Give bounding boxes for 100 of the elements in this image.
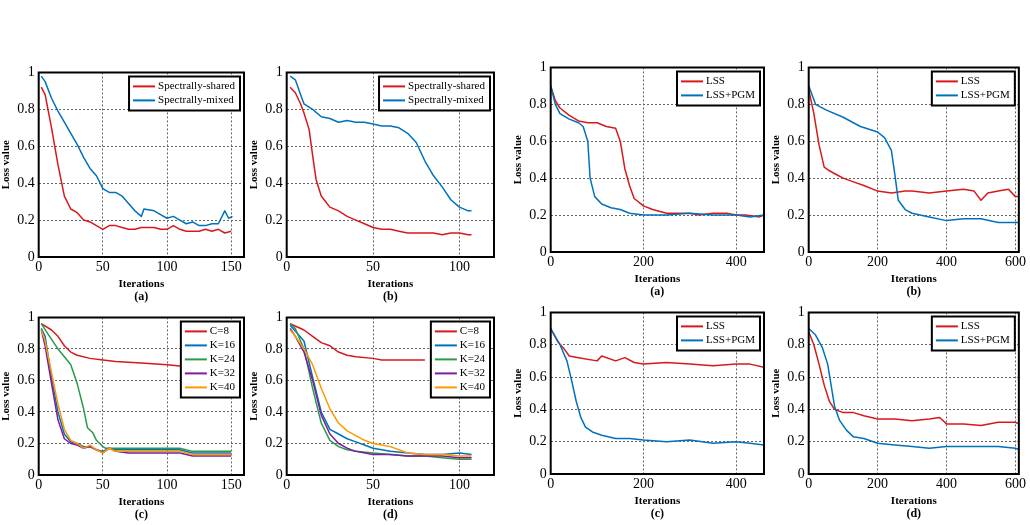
y-tick-label: 1 bbox=[539, 59, 547, 75]
y-tick-label: 0 bbox=[539, 465, 547, 481]
y-tick-label: 0 bbox=[275, 466, 283, 482]
y-tick-label: 0 bbox=[539, 243, 547, 259]
y-tick-label: 0.2 bbox=[529, 433, 547, 449]
y-axis-title: Loss value bbox=[769, 368, 782, 418]
y-axis-title: Loss value bbox=[769, 134, 782, 185]
y-tick-label: 1 bbox=[27, 64, 35, 80]
x-tick-label: 50 bbox=[95, 477, 110, 493]
y-tick-label: 0.2 bbox=[787, 433, 805, 449]
x-tick-label: 400 bbox=[725, 254, 747, 270]
text: (d) bbox=[906, 506, 922, 521]
y-axis-title: Loss value bbox=[247, 139, 260, 190]
x-axis-title: Iterations bbox=[367, 277, 414, 290]
y-tick-label: 0.8 bbox=[17, 340, 35, 356]
y-tick-label: 0.4 bbox=[265, 174, 283, 190]
text: (a) bbox=[134, 289, 149, 304]
x-tick-label: 150 bbox=[220, 477, 242, 493]
x-tick-label: 50 bbox=[366, 259, 381, 275]
y-tick-label: 1 bbox=[539, 304, 547, 320]
x-axis-title: Iterations bbox=[118, 495, 165, 508]
legend-label: C=8 bbox=[209, 324, 230, 337]
x-tick-label: 600 bbox=[1004, 254, 1026, 270]
y-tick-label: 1 bbox=[27, 309, 35, 325]
x-tick-label: 600 bbox=[1004, 476, 1026, 492]
legend-label: LSS+PGM bbox=[960, 88, 1011, 101]
y-tick-label: 0.6 bbox=[17, 137, 35, 153]
legend-label: LSS+PGM bbox=[706, 333, 756, 346]
legend-label: LSS bbox=[706, 74, 725, 87]
text: (c) bbox=[134, 507, 149, 522]
legend-label: LSS bbox=[960, 74, 980, 87]
y-tick-label: 0.6 bbox=[529, 132, 547, 148]
x-tick-label: 400 bbox=[936, 254, 957, 270]
x-axis-title: Iterations bbox=[634, 494, 681, 507]
y-axis-title: Loss value bbox=[511, 368, 524, 418]
y-tick-label: 0.8 bbox=[265, 340, 283, 356]
x-tick-label: 100 bbox=[448, 259, 470, 275]
x-axis-title: Iterations bbox=[890, 272, 938, 285]
legend-label: Spectrally-shared bbox=[158, 79, 236, 92]
text: (d) bbox=[383, 507, 398, 522]
legend-label: LSS+PGM bbox=[706, 88, 756, 101]
text: (c) bbox=[650, 506, 665, 521]
legend-label: K=32 bbox=[459, 366, 486, 379]
legend-label: K=32 bbox=[209, 366, 236, 379]
y-tick-label: 0.2 bbox=[17, 211, 35, 227]
x-tick-label: 100 bbox=[448, 477, 470, 493]
y-tick-label: 0.4 bbox=[17, 403, 35, 419]
y-tick-label: 0.4 bbox=[529, 401, 547, 417]
text: (a) bbox=[650, 284, 665, 299]
legend-label: Spectrally-mixed bbox=[408, 93, 485, 106]
y-axis-title: Loss value bbox=[0, 371, 12, 421]
y-tick-label: 0 bbox=[797, 465, 805, 481]
text: (b) bbox=[906, 284, 922, 299]
legend-label: K=24 bbox=[209, 352, 236, 365]
y-tick-label: 0.6 bbox=[787, 368, 805, 384]
legend-label: Spectrally-shared bbox=[408, 79, 486, 92]
x-tick-label: 200 bbox=[867, 476, 889, 492]
text: (b) bbox=[383, 289, 398, 304]
y-tick-label: 0.8 bbox=[787, 336, 805, 352]
y-tick-label: 0.6 bbox=[529, 368, 547, 384]
y-tick-label: 0.8 bbox=[787, 95, 805, 111]
legend-label: C=8 bbox=[459, 324, 480, 337]
y-tick-label: 0.8 bbox=[17, 100, 35, 116]
x-tick-label: 200 bbox=[632, 476, 654, 492]
legend-label: K=40 bbox=[209, 380, 236, 393]
y-tick-label: 0.6 bbox=[265, 137, 283, 153]
x-tick-label: 400 bbox=[725, 476, 747, 492]
x-tick-label: 200 bbox=[632, 254, 654, 270]
legend-label: K=16 bbox=[209, 338, 236, 351]
x-tick-label: 50 bbox=[95, 259, 110, 275]
y-tick-label: 0.6 bbox=[265, 372, 283, 388]
y-tick-label: 0 bbox=[27, 466, 35, 482]
x-tick-label: 200 bbox=[867, 254, 889, 270]
y-axis-title: Loss value bbox=[247, 371, 260, 421]
y-tick-label: 0.8 bbox=[529, 95, 547, 111]
y-axis-title: Loss value bbox=[0, 139, 12, 190]
y-tick-label: 0.2 bbox=[529, 206, 547, 222]
y-tick-label: 0.2 bbox=[265, 435, 283, 451]
x-tick-label: 100 bbox=[156, 477, 178, 493]
x-tick-label: 400 bbox=[936, 476, 957, 492]
y-tick-label: 0.4 bbox=[529, 169, 547, 185]
x-tick-label: 100 bbox=[156, 259, 178, 275]
x-tick-label: 50 bbox=[366, 477, 381, 493]
legend-label: LSS+PGM bbox=[960, 333, 1011, 346]
y-tick-label: 0.4 bbox=[265, 403, 283, 419]
legend-label: K=40 bbox=[459, 380, 486, 393]
y-tick-label: 1 bbox=[275, 309, 283, 325]
x-axis-title: Iterations bbox=[634, 272, 681, 285]
y-tick-label: 1 bbox=[275, 64, 283, 80]
y-tick-label: 0.2 bbox=[265, 211, 283, 227]
y-tick-label: 0.4 bbox=[787, 401, 805, 417]
y-tick-label: 0.4 bbox=[17, 174, 35, 190]
y-tick-label: 0.8 bbox=[265, 100, 283, 116]
y-axis-title: Loss value bbox=[511, 134, 524, 185]
y-tick-label: 1 bbox=[797, 304, 805, 320]
y-tick-label: 1 bbox=[797, 59, 805, 75]
y-tick-label: 0.8 bbox=[529, 336, 547, 352]
x-axis-title: Iterations bbox=[367, 495, 414, 508]
legend-label: Spectrally-mixed bbox=[158, 93, 235, 106]
x-axis-title: Iterations bbox=[890, 494, 938, 507]
